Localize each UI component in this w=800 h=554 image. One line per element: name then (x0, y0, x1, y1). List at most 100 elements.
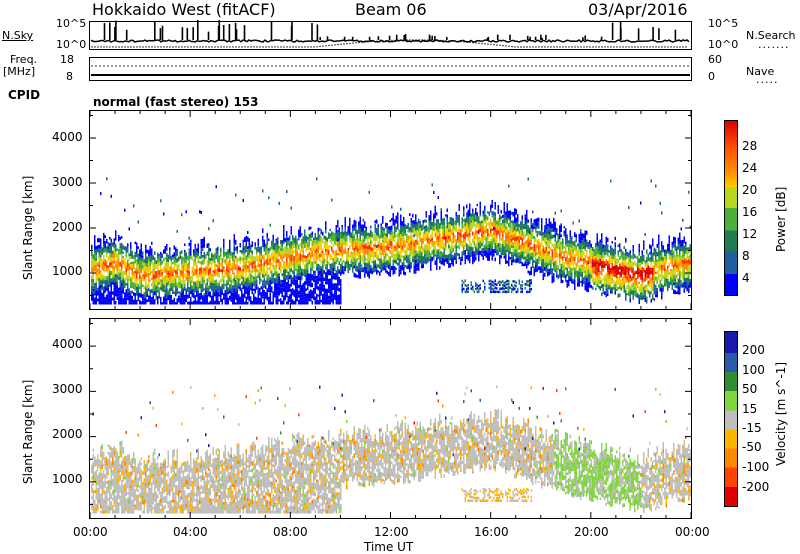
power-cell (473, 221, 475, 227)
power-cell (161, 271, 163, 276)
power-cell (266, 272, 268, 276)
power-cell (140, 282, 142, 287)
power-cell (322, 294, 324, 298)
power-cell (505, 260, 507, 264)
power-cell (443, 263, 445, 266)
power-cell (152, 299, 154, 302)
power-cell (532, 236, 534, 239)
power-cell (395, 234, 397, 238)
power-cell (448, 241, 450, 245)
power-cell (187, 283, 189, 288)
power-cell (166, 268, 168, 273)
power-cell (130, 298, 132, 303)
power-cell (592, 261, 594, 264)
power-cell (145, 287, 147, 291)
power-cell (316, 266, 318, 271)
power-cell (355, 226, 357, 232)
power-cell (463, 246, 465, 250)
power-cell (110, 257, 112, 262)
power-cell (337, 243, 339, 247)
power-cell (110, 253, 112, 258)
power-cell (536, 266, 538, 269)
power-cell (131, 295, 133, 300)
power-cell (584, 270, 586, 274)
power-cell (502, 280, 504, 283)
power-cell (98, 292, 100, 297)
power-cell (466, 255, 468, 260)
power-cell (493, 238, 495, 243)
power-cell (338, 247, 340, 252)
power-cell (452, 262, 454, 267)
power-cell (283, 261, 285, 266)
power-cell (272, 301, 274, 305)
power-cell (242, 242, 244, 248)
power-cell (296, 255, 298, 260)
power-cell (310, 293, 312, 299)
power-cell (541, 218, 543, 221)
power-cell (227, 282, 229, 285)
power-cell (487, 216, 489, 221)
power-cell (331, 277, 333, 282)
power-cell (500, 255, 502, 259)
power-cell (416, 221, 418, 226)
power-cell (167, 275, 169, 278)
power-cell (521, 238, 523, 242)
power-cell (344, 266, 346, 272)
power-cell (157, 277, 159, 283)
power-cell (433, 223, 435, 227)
power-cell (364, 270, 366, 274)
power-cell (391, 254, 393, 258)
power-cell (398, 262, 400, 266)
power-cell (332, 236, 334, 241)
power-cell (181, 279, 183, 285)
power-cell (211, 301, 213, 305)
power-cell (601, 251, 603, 255)
power-cell (295, 288, 297, 291)
power-cell (322, 248, 324, 251)
power-cell (529, 248, 531, 252)
power-cell (289, 248, 291, 254)
power-cell (458, 235, 460, 239)
power-cell (370, 240, 372, 244)
power-cell (407, 225, 409, 230)
power-cell (500, 209, 502, 214)
power-cell (145, 263, 147, 266)
power-cell (185, 270, 187, 273)
power-cell (500, 243, 502, 248)
power-cell (107, 275, 109, 281)
power-cell (475, 246, 477, 251)
power-cell (205, 270, 207, 274)
power-cell (272, 291, 274, 295)
power-cell (302, 282, 304, 288)
power-cell (335, 301, 337, 305)
power-cell (562, 256, 564, 261)
power-cell (403, 226, 405, 230)
power-cell (368, 249, 370, 252)
power-cell (358, 247, 360, 252)
power-cell (220, 279, 222, 283)
power-cell (296, 298, 298, 302)
power-cell (364, 226, 366, 229)
power-cell (431, 183, 433, 187)
power-cell (325, 264, 327, 267)
power-cell (344, 234, 346, 239)
power-cell (580, 236, 582, 239)
power-cell (247, 290, 249, 295)
power-cell (301, 292, 303, 297)
power-cell (589, 246, 591, 250)
power-cell (202, 281, 204, 284)
power-cell (527, 257, 529, 262)
power-cell (251, 300, 253, 305)
power-cell (316, 282, 318, 287)
power-cell (181, 273, 183, 277)
power-cell (520, 261, 522, 264)
power-cell (347, 257, 349, 262)
power-cell (275, 275, 277, 279)
power-cell (130, 244, 132, 249)
power-cell (278, 246, 280, 249)
power-cell (160, 301, 162, 305)
power-cell (409, 268, 411, 273)
power-cell (313, 275, 315, 279)
power-cell (98, 254, 100, 258)
power-cell (127, 286, 129, 291)
